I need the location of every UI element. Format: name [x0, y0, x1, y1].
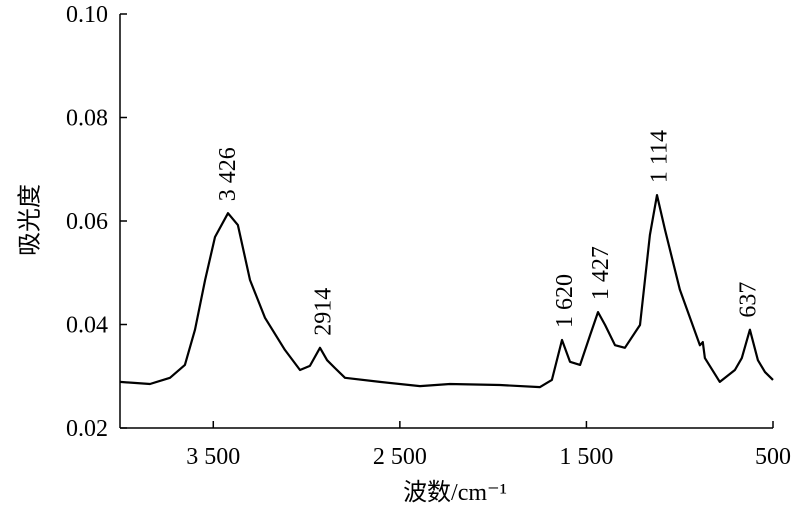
x-tick-label: 1 500 — [559, 444, 613, 470]
y-tick-label: 0.08 — [66, 106, 108, 132]
peak-label: 3 426 — [215, 147, 241, 201]
peak-label: 637 — [735, 282, 761, 318]
peak-label: 1 620 — [552, 274, 578, 328]
x-tick-label: 500 — [755, 444, 791, 470]
y-tick-label: 0.02 — [66, 416, 108, 442]
y-tick-label: 0.06 — [66, 209, 108, 235]
spectrum-line — [119, 194, 774, 389]
peak-label: 2914 — [311, 288, 337, 336]
y-tick-label: 0.04 — [66, 313, 108, 339]
y-axis-label: 吸光度 — [17, 184, 44, 256]
x-axis-label: 波数/cm⁻¹ — [403, 479, 507, 506]
x-tick-label: 3 500 — [186, 444, 240, 470]
y-tick-label: 0.10 — [66, 2, 108, 28]
x-tick-label: 2 500 — [373, 444, 427, 470]
peak-label: 1 114 — [646, 130, 672, 183]
peak-label: 1 427 — [588, 246, 614, 300]
